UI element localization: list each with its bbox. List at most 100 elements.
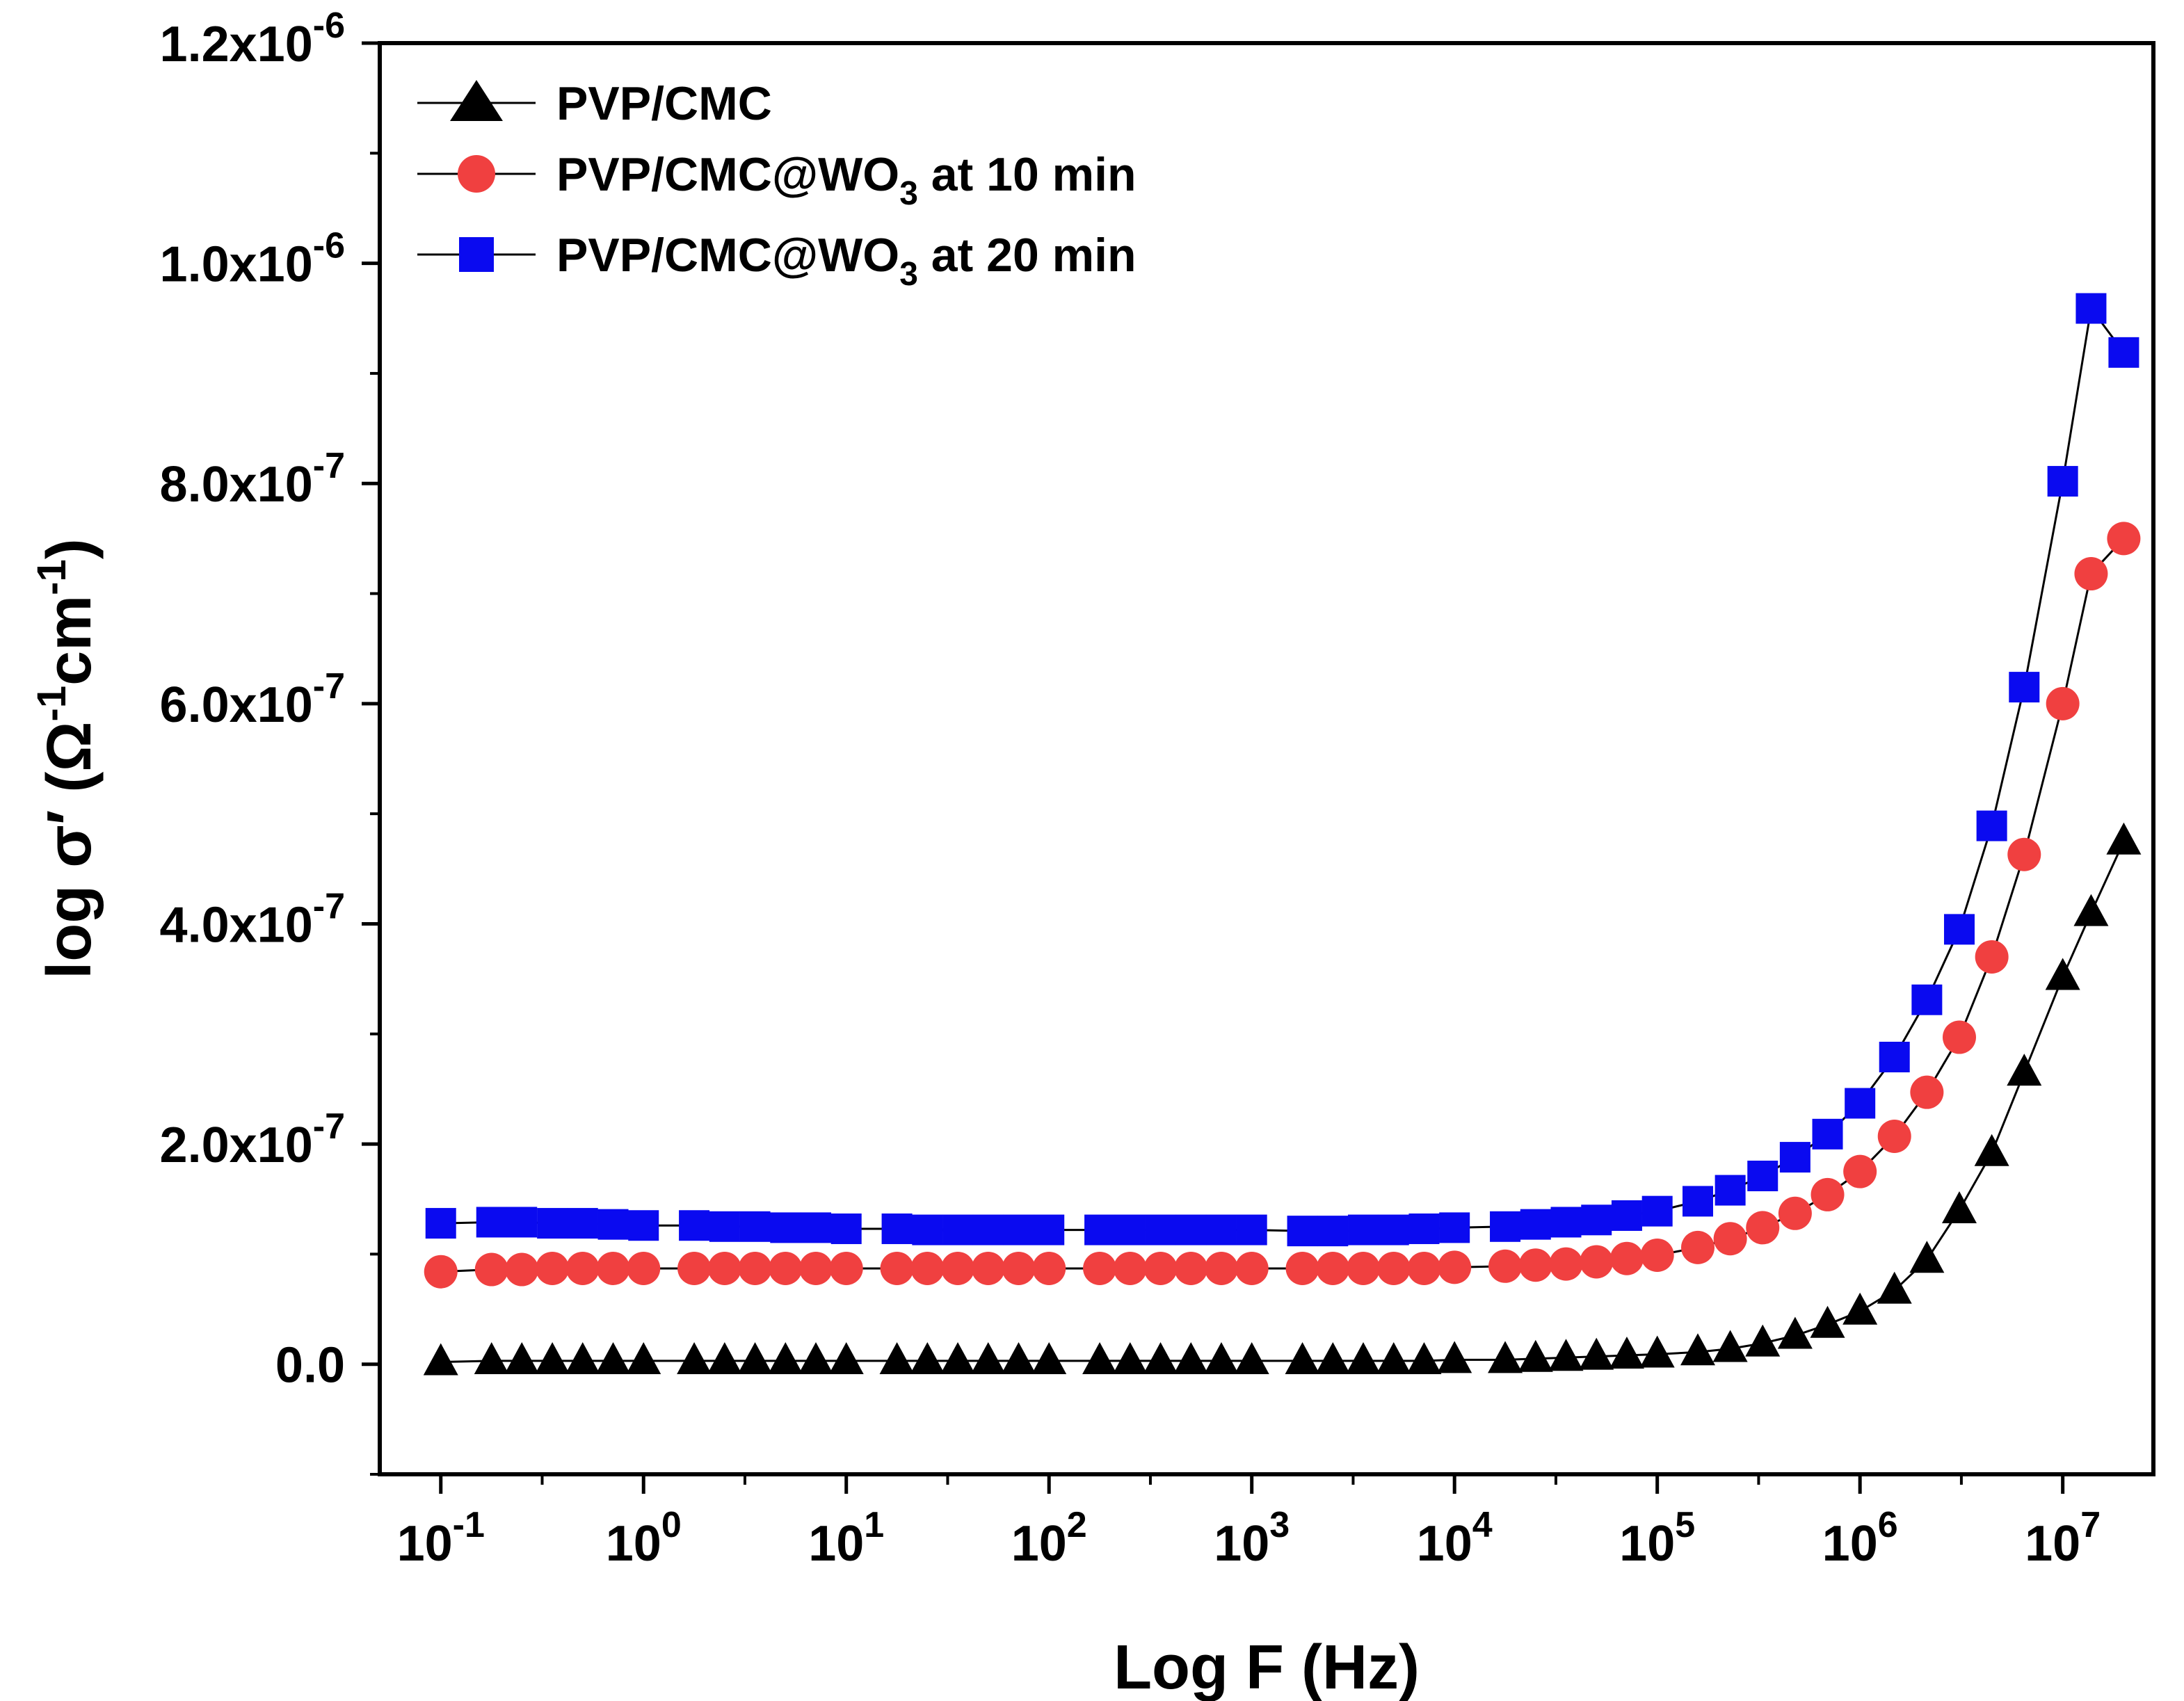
data-point-square	[2009, 672, 2040, 703]
data-point-square	[1641, 1195, 1673, 1227]
data-point-triangle	[737, 1341, 773, 1374]
x-tick-label: 107	[2025, 1505, 2101, 1572]
data-point-circle	[677, 1251, 712, 1285]
data-point-triangle	[1406, 1341, 1442, 1374]
data-point-square	[830, 1213, 862, 1244]
data-point-circle	[1143, 1251, 1178, 1285]
data-point-square	[1682, 1186, 1713, 1217]
data-point-triangle	[970, 1341, 1006, 1374]
x-axis-ticks: 10-1 100 101 102 103 104 105 106 107	[397, 1474, 2101, 1572]
data-point-triangle	[2106, 822, 2142, 855]
data-point-triangle	[1234, 1341, 1269, 1374]
data-point-square	[1747, 1160, 1778, 1191]
data-point-circle	[707, 1251, 741, 1285]
data-point-circle	[1580, 1245, 1614, 1279]
data-point-triangle	[879, 1341, 915, 1374]
series-markers	[423, 293, 2142, 1376]
data-point-triangle	[626, 1341, 661, 1374]
data-point-triangle	[474, 1341, 509, 1374]
data-point-triangle	[1680, 1333, 1715, 1366]
x-tick-label: 104	[1417, 1505, 1493, 1572]
data-point-square	[1976, 810, 2007, 841]
data-point-circle	[738, 1251, 772, 1285]
data-point-triangle	[1031, 1341, 1067, 1374]
data-point-square	[770, 1212, 801, 1243]
data-point-circle	[1316, 1251, 1350, 1285]
x-tick-label: 106	[1822, 1505, 1898, 1572]
data-point-triangle	[1842, 1292, 1878, 1325]
data-point-square	[597, 1209, 629, 1240]
data-point-triangle	[1877, 1271, 1912, 1304]
data-point-circle	[536, 1251, 570, 1285]
data-point-square	[1348, 1214, 1379, 1245]
data-point-square	[1287, 1216, 1318, 1247]
data-point-triangle	[1488, 1341, 1523, 1373]
data-point-square	[800, 1212, 831, 1243]
x-tick-label: 10-1	[397, 1505, 485, 1572]
y-axis-ticks: 0.0 2.0x10-7 4.0x10-7 6.0x10-7 8.0x10-7 1.0x1…	[160, 6, 380, 1476]
data-point-circle	[596, 1251, 630, 1285]
data-point-square	[1943, 914, 1975, 945]
data-point-circle	[1174, 1251, 1208, 1285]
data-point-square	[1408, 1213, 1440, 1244]
data-point-square	[972, 1214, 1004, 1245]
data-point-circle	[2046, 686, 2080, 720]
svg-text:PVP/CMC@WO3 at 20 min: PVP/CMC@WO3 at 20 min	[556, 229, 1137, 293]
x-tick-label: 102	[1011, 1505, 1087, 1572]
data-point-triangle	[798, 1341, 833, 1374]
data-point-square	[1550, 1207, 1582, 1238]
data-point-square	[1845, 1088, 1876, 1119]
data-point-square	[1715, 1175, 1746, 1206]
data-point-square	[912, 1214, 943, 1245]
data-point-circle	[1002, 1251, 1036, 1285]
data-point-square	[1378, 1214, 1409, 1245]
data-point-circle	[1438, 1250, 1472, 1284]
data-point-triangle	[535, 1341, 570, 1374]
data-point-circle	[627, 1251, 661, 1285]
data-point-circle	[1609, 1241, 1644, 1275]
series-lines	[440, 305, 2125, 1363]
data-point-circle	[769, 1251, 803, 1285]
data-point-triangle	[677, 1341, 712, 1374]
data-point-square	[425, 1208, 456, 1239]
data-point-square	[567, 1208, 598, 1239]
svg-text:PVP/CMC: PVP/CMC	[556, 77, 772, 130]
plot-frame	[378, 41, 2155, 1476]
legend-marker-triangle	[450, 80, 503, 121]
data-point-triangle	[1712, 1330, 1748, 1362]
data-point-circle	[1407, 1251, 1441, 1285]
x-tick-label: 101	[808, 1505, 884, 1572]
data-point-triangle	[768, 1341, 803, 1374]
legend-entry-wo3-20min: PVP/CMC@WO3 at 20 min	[417, 229, 1137, 293]
data-point-triangle	[1173, 1341, 1209, 1374]
data-point-circle	[1640, 1238, 1674, 1272]
data-point-square	[506, 1207, 538, 1238]
data-point-square	[1911, 984, 1943, 1015]
data-point-circle	[1680, 1230, 1715, 1264]
data-point-circle	[1204, 1251, 1238, 1285]
data-point-triangle	[1346, 1341, 1381, 1374]
data-point-triangle	[2045, 958, 2080, 990]
data-point-circle	[2007, 837, 2041, 871]
data-point-square	[1114, 1214, 1146, 1245]
data-point-square	[1520, 1209, 1551, 1240]
data-point-circle	[1347, 1251, 1381, 1285]
data-point-circle	[1713, 1222, 1747, 1256]
data-point-circle	[1549, 1247, 1583, 1281]
data-point-triangle	[595, 1341, 631, 1374]
data-point-triangle	[2073, 894, 2109, 926]
data-point-square	[476, 1207, 507, 1238]
data-point-circle	[1376, 1251, 1411, 1285]
data-point-circle	[910, 1251, 945, 1285]
data-point-circle	[971, 1251, 1005, 1285]
data-point-square	[1879, 1042, 1910, 1073]
data-point-square	[881, 1213, 913, 1244]
data-point-square	[1084, 1214, 1116, 1245]
y-tick-label: 2.0x10-7	[160, 1106, 345, 1173]
data-point-circle	[424, 1255, 458, 1289]
data-point-triangle	[1548, 1339, 1584, 1371]
data-point-triangle	[1745, 1324, 1781, 1357]
data-point-triangle	[1112, 1341, 1148, 1374]
data-point-circle	[1235, 1251, 1269, 1285]
